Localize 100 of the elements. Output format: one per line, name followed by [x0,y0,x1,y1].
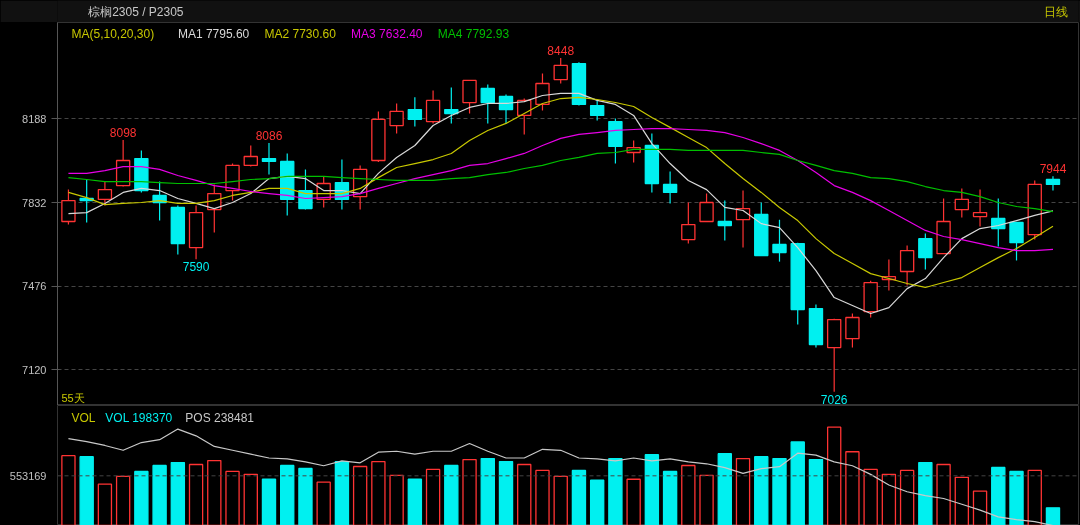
bar [535,469,550,525]
bar [207,459,222,525]
bar [352,465,368,525]
candlestick [662,170,678,205]
text: MA2 7730.60 [264,26,337,41]
candlestick [589,99,605,122]
bar [152,464,167,525]
text: MA3 7632.40 [351,26,423,41]
text: VOL 198370 [105,410,173,425]
annotation: 7590 [182,260,210,275]
bar [517,463,532,525]
bar [991,466,1006,525]
text: MA1 7795.60 [177,26,250,41]
annotation: 8448 [547,43,575,58]
bar [1045,507,1061,525]
candlestick [61,188,76,226]
candlestick [389,102,404,135]
bar [371,460,386,525]
bar [954,476,970,525]
bar [790,441,805,525]
candlestick [699,192,714,223]
bar [425,468,441,525]
bar [316,481,331,525]
candlestick [553,57,568,85]
bar [571,469,587,525]
bar [808,458,824,525]
bar [881,473,897,525]
bar [626,478,641,525]
candlestick [918,232,933,271]
candlestick [243,144,258,168]
candlestick [899,244,915,287]
bar [899,469,915,525]
candlestick [425,89,441,125]
bar [243,473,258,525]
bar [1027,469,1042,525]
legend-title: MA(5,10,20,30) [71,26,155,41]
bar [97,483,113,525]
bar [772,457,787,525]
annotation: 7944 [1039,162,1067,177]
bar [298,467,313,525]
candlestick [407,96,423,128]
bar [280,464,295,525]
text: MA4 7792.93 [437,26,510,41]
bar [589,479,605,525]
bar [498,460,514,525]
bar [644,454,660,525]
text: 553169 [9,469,47,482]
bar [188,463,204,525]
bar [662,470,678,525]
y-tick-label: 8188 [22,112,47,125]
candlestick [480,83,495,125]
candlestick [1045,175,1061,192]
chart-subtitle: 日线 [1044,4,1069,19]
bar [115,475,131,525]
bar [553,475,568,525]
bar [918,461,933,525]
annotation: 8098 [109,126,137,141]
bar [754,456,769,525]
bar [334,460,350,525]
candlestick [444,86,459,125]
bar [79,456,94,525]
bar [735,457,751,525]
bar [444,464,459,525]
candlestick [535,72,550,112]
bar [699,474,714,525]
bar [225,470,240,525]
bar [480,457,495,525]
bar [170,461,186,525]
bar [407,478,423,525]
annotation: 8086 [255,128,283,143]
candlestick [845,312,860,349]
bar [936,463,951,525]
bar [826,426,842,525]
bar [863,468,878,525]
candlestick [717,200,733,242]
bar [134,470,149,525]
bar [1009,470,1024,525]
y-tick-label: 7476 [22,280,47,293]
y-tick-label: 7832 [22,196,47,209]
candlestick [972,188,988,228]
bar [608,457,623,525]
candlestick [954,187,970,219]
candlestick [1009,221,1024,262]
annotation: 7026 [820,392,848,407]
series-label: POS 238481 [185,410,255,425]
bar [261,478,277,525]
y-tick-label: 7120 [22,363,47,376]
bar [389,474,404,525]
bar [845,451,860,525]
candlestick [261,142,277,176]
candlestick [97,181,113,207]
chart-title: 棕榈2305 / P2305 [88,4,184,19]
candlestick [681,201,696,245]
bar [972,490,988,525]
annotation: 55天 [61,391,85,404]
bar [61,455,76,525]
bar [462,458,477,525]
legend-title: VOL [71,410,96,425]
bar [681,464,696,525]
candlestick [772,219,787,263]
